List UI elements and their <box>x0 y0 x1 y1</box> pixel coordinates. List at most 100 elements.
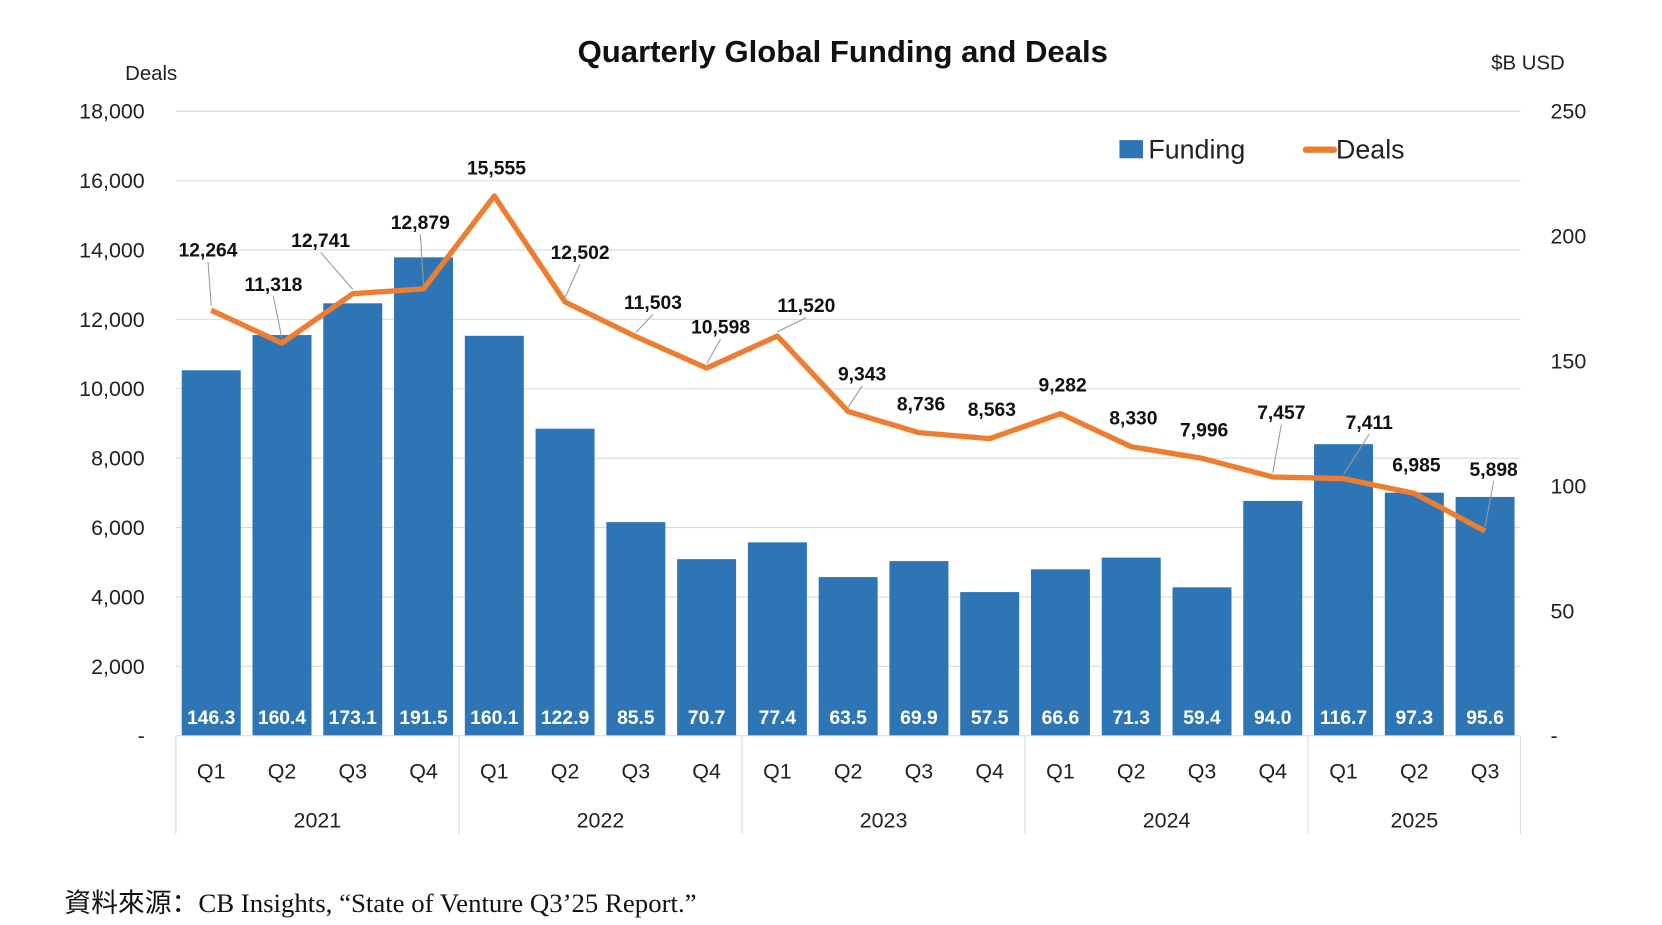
quarter-label: Q3 <box>1471 760 1500 784</box>
quarter-label: Q4 <box>975 760 1004 784</box>
quarter-label: Q2 <box>268 760 297 784</box>
left-tick-label: 18,000 <box>79 100 145 124</box>
left-tick-label: 6,000 <box>91 516 145 540</box>
deals-value-label: 7,996 <box>1180 420 1229 441</box>
left-tick-label: 2,000 <box>91 655 145 679</box>
funding-value-label: 94.0 <box>1254 708 1292 729</box>
funding-value-label: 122.9 <box>541 708 589 729</box>
left-tick-label: 14,000 <box>79 239 145 263</box>
quarter-label: Q4 <box>1258 760 1287 784</box>
deals-leader-line <box>635 314 654 333</box>
quarter-label: Q3 <box>622 760 651 784</box>
left-tick-label: 10,000 <box>79 377 145 401</box>
quarter-label: Q3 <box>338 760 367 784</box>
legend-funding-swatch <box>1119 140 1144 159</box>
funding-value-label: 69.9 <box>900 708 938 729</box>
quarter-label: Q4 <box>409 760 438 784</box>
deals-leader-line <box>272 296 283 339</box>
funding-value-label: 77.4 <box>759 708 797 729</box>
left-axis-title: Deals <box>125 63 177 85</box>
deals-value-label: 8,563 <box>968 400 1017 421</box>
funding-bar <box>1172 587 1232 736</box>
deals-value-label: 11,503 <box>624 293 682 314</box>
funding-value-label: 71.3 <box>1112 708 1150 729</box>
quarter-label: Q2 <box>834 760 863 784</box>
funding-bar <box>818 577 878 736</box>
deals-leader-line <box>419 234 425 285</box>
deals-value-label: 11,318 <box>244 275 302 296</box>
quarter-label: Q1 <box>197 760 226 784</box>
deals-leader-line <box>320 252 354 290</box>
left-tick-label: 12,000 <box>79 308 145 332</box>
funding-value-label: 173.1 <box>329 708 378 729</box>
deals-value-label: 12,741 <box>291 231 350 252</box>
funding-value-label: 57.5 <box>971 708 1009 729</box>
funding-value-label: 66.6 <box>1042 708 1080 729</box>
deals-value-label: 15,555 <box>467 158 526 179</box>
year-label: 2025 <box>1390 809 1438 833</box>
left-tick-label: 4,000 <box>91 585 145 609</box>
quarter-label: Q1 <box>1046 760 1075 784</box>
left-tick-label: 8,000 <box>91 447 145 471</box>
funding-bar <box>252 335 312 736</box>
quarter-label: Q1 <box>480 760 509 784</box>
chart-title: Quarterly Global Funding and Deals <box>578 34 1108 69</box>
source-note: 資料來源：CB Insights, “State of Venture Q3’2… <box>64 888 696 918</box>
funding-bar <box>181 370 241 736</box>
funding-value-label: 116.7 <box>1320 708 1367 729</box>
deals-value-label: 12,264 <box>179 241 238 262</box>
funding-bar <box>889 561 949 736</box>
legend-funding-label: Funding <box>1148 134 1245 164</box>
funding-value-label: 160.1 <box>470 708 519 729</box>
funding-bar <box>1030 569 1090 736</box>
funding-bar <box>606 522 666 736</box>
quarter-label: Q1 <box>1329 760 1358 784</box>
legend-deals-label: Deals <box>1336 134 1405 164</box>
deals-value-label: 9,282 <box>1038 375 1086 396</box>
deals-leader-line <box>777 317 807 333</box>
quarter-label: Q2 <box>1117 760 1146 784</box>
quarter-label: Q2 <box>551 760 580 784</box>
right-tick-label: 100 <box>1550 474 1586 498</box>
deals-leader-line <box>847 385 863 408</box>
deals-value-label: 7,411 <box>1346 413 1393 434</box>
right-tick-label: 200 <box>1550 225 1586 249</box>
deals-line <box>210 193 1487 534</box>
funding-value-label: 85.5 <box>617 708 655 729</box>
deals-value-label: 5,898 <box>1470 460 1519 481</box>
deals-leader-line <box>564 263 581 298</box>
left-tick-label: - <box>138 724 145 748</box>
funding-bar <box>394 257 454 736</box>
quarter-label: Q4 <box>692 760 721 784</box>
funding-value-label: 95.6 <box>1466 708 1504 729</box>
funding-value-label: 70.7 <box>688 708 726 729</box>
funding-bar <box>747 542 807 736</box>
funding-bar <box>1314 444 1374 736</box>
quarter-label: Q2 <box>1400 760 1429 784</box>
funding-bar <box>323 303 383 736</box>
year-label: 2022 <box>577 809 625 833</box>
funding-value-label: 63.5 <box>829 708 867 729</box>
quarter-label: Q3 <box>1188 760 1217 784</box>
right-axis-title: $B USD <box>1491 53 1565 75</box>
funding-value-label: 146.3 <box>187 708 236 729</box>
funding-value-label: 191.5 <box>399 708 448 729</box>
deals-value-label: 6,985 <box>1392 456 1441 477</box>
right-tick-label: 150 <box>1550 350 1586 374</box>
deals-leader-line <box>706 338 722 365</box>
legend: Funding Deals <box>1119 134 1405 164</box>
quarter-label: Q1 <box>763 760 792 784</box>
funding-bar <box>1384 492 1444 736</box>
funding-value-label: 160.4 <box>258 708 307 729</box>
funding-bar <box>464 335 524 736</box>
deals-value-label: 8,330 <box>1109 409 1157 430</box>
deals-leader-line <box>1272 424 1282 473</box>
deals-leader-line <box>207 261 212 306</box>
deals-leader-line <box>1343 433 1370 475</box>
year-label: 2021 <box>294 809 342 833</box>
year-label: 2023 <box>860 809 908 833</box>
deals-value-label: 10,598 <box>691 318 750 339</box>
year-label: 2024 <box>1143 809 1191 833</box>
deals-value-label: 12,502 <box>551 243 610 264</box>
